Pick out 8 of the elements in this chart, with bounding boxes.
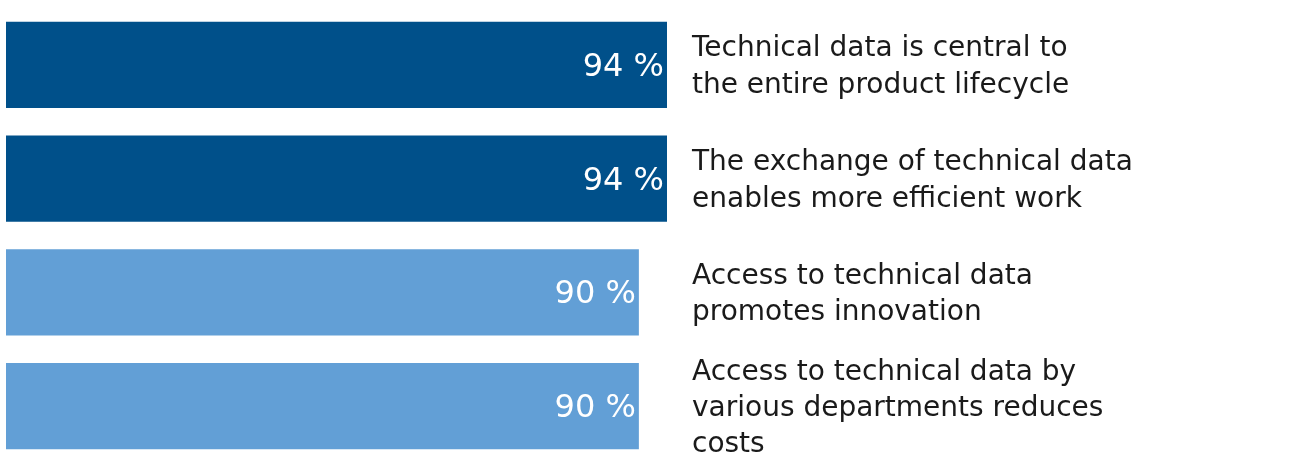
y-tick-label: Access to technical data promotes innovation	[692, 257, 1033, 328]
y-tick-label: The exchange of technical data enables more efficient work	[691, 144, 1133, 214]
y-tick-label: Access to technical data by various departments reduces costs	[692, 353, 1104, 460]
data-label: 94 %	[582, 159, 664, 198]
data-label: 94 %	[582, 45, 664, 84]
data-label: 90 %	[554, 387, 636, 426]
data-label: 90 %	[554, 273, 636, 312]
y-tick-label: Technical data is central to the entire product lifecycle	[691, 30, 1070, 100]
